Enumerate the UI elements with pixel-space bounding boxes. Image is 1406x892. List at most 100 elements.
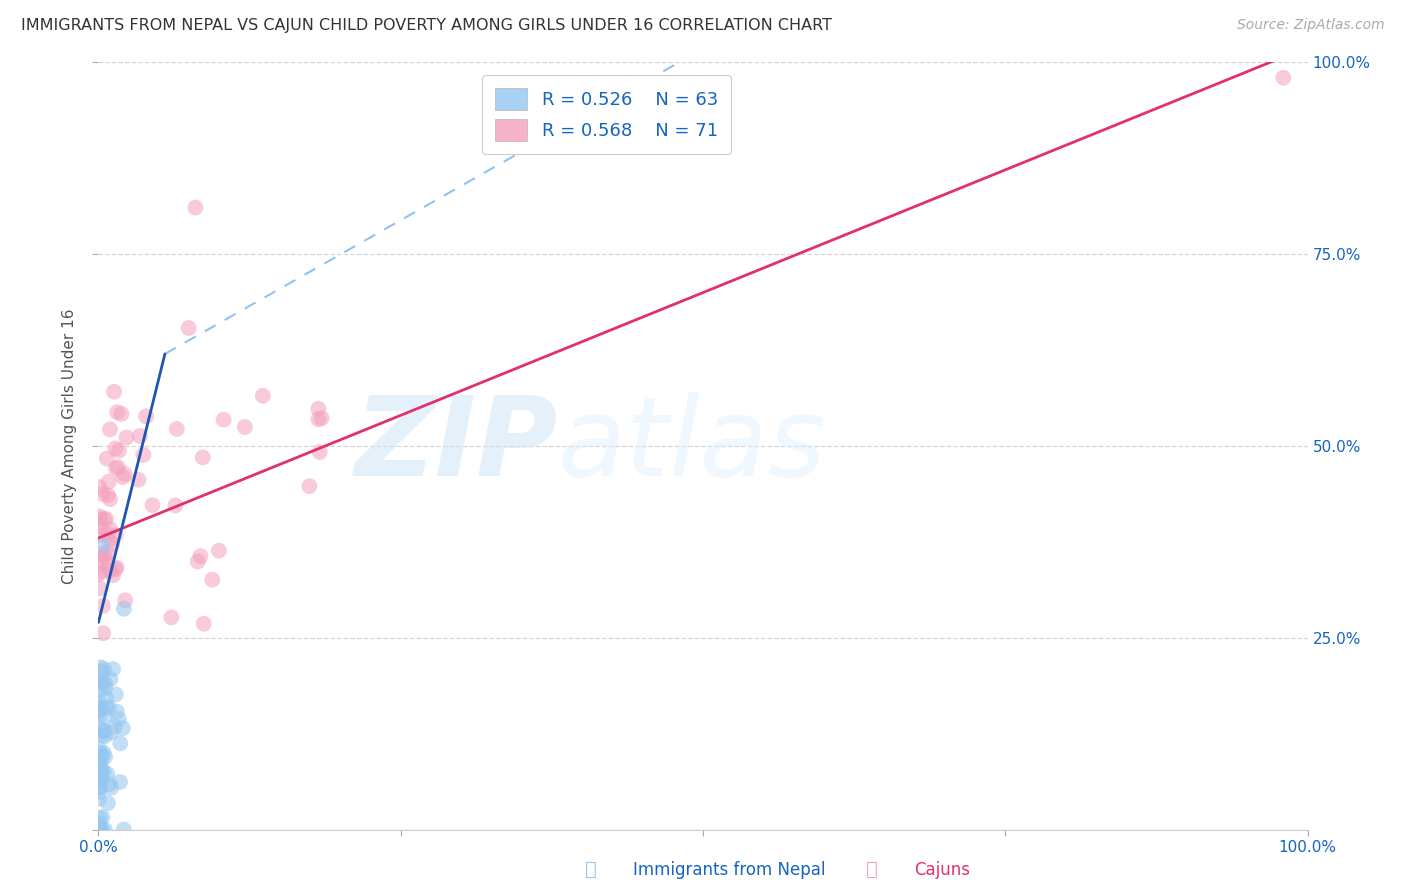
Point [96,546,118,560]
Point [96,451,118,466]
Point [108,443,131,458]
Text: Cajuns: Cajuns [914,861,970,879]
Point [94,512,117,526]
Point [193,616,215,631]
Point [93,723,115,738]
Point [104,442,127,456]
Point [89,773,111,788]
Point [89,565,111,579]
Point [141,498,163,512]
Point [87,822,110,837]
Point [101,568,124,582]
Point [93,746,115,760]
Point [91,538,114,552]
Point [110,736,132,750]
Point [105,705,128,719]
Point [112,822,135,837]
Text: Source: ZipAtlas.com: Source: ZipAtlas.com [1237,18,1385,32]
Text: ⬜: ⬜ [866,860,877,880]
Point [91,549,114,563]
Point [105,461,128,475]
Point [94,549,117,564]
Point [89,708,111,723]
Point [100,780,122,795]
Text: IMMIGRANTS FROM NEPAL VS CAJUN CHILD POVERTY AMONG GIRLS UNDER 16 CORRELATION CH: IMMIGRANTS FROM NEPAL VS CAJUN CHILD POV… [21,18,832,33]
Point [89,755,111,769]
Point [89,512,111,526]
Point [93,764,115,779]
Point [98,522,121,536]
Point [184,201,207,215]
Point [98,492,121,507]
Point [90,665,112,679]
Point [107,712,129,726]
Point [94,681,117,696]
Point [90,700,112,714]
Point [91,674,114,689]
Point [308,412,330,426]
Point [166,422,188,436]
Point [208,543,231,558]
Point [87,817,110,831]
Y-axis label: Child Poverty Among Girls Under 16: Child Poverty Among Girls Under 16 [62,309,77,583]
Point [94,749,117,764]
Point [98,701,121,715]
Point [132,448,155,462]
Point [107,460,129,475]
Point [104,688,127,702]
Point [89,528,111,542]
Point [89,509,111,524]
Text: ⬜: ⬜ [585,860,596,880]
Point [1272,70,1295,85]
Point [98,422,121,436]
Point [191,450,214,465]
Point [212,413,235,427]
Point [89,703,111,717]
Point [90,756,112,771]
Point [89,673,111,688]
Point [311,411,333,425]
Point [115,430,138,444]
Point [100,725,122,739]
Point [201,573,224,587]
Point [89,558,111,573]
Point [96,691,118,706]
Point [94,709,117,723]
Text: Immigrants from Nepal: Immigrants from Nepal [633,861,825,879]
Point [233,420,256,434]
Point [104,720,127,734]
Point [93,662,115,676]
Point [97,533,120,548]
Point [129,429,152,443]
Point [105,560,128,574]
Text: ZIP: ZIP [354,392,558,500]
Point [96,700,118,714]
Point [135,409,157,424]
Point [307,401,329,416]
Point [91,810,114,824]
Point [87,704,110,718]
Point [97,557,120,571]
Point [104,528,127,542]
Point [252,389,274,403]
Legend: R = 0.526    N = 63, R = 0.568    N = 71: R = 0.526 N = 63, R = 0.568 N = 71 [482,75,731,153]
Point [89,702,111,716]
Point [114,467,136,482]
Point [89,811,111,825]
Point [90,660,112,674]
Point [114,593,136,607]
Point [111,721,134,735]
Point [90,729,112,743]
Point [97,475,120,489]
Point [165,499,187,513]
Point [90,772,112,787]
Point [89,780,111,794]
Point [89,822,111,837]
Point [104,562,127,576]
Text: atlas: atlas [558,392,827,500]
Point [87,792,110,806]
Point [98,777,121,791]
Point [96,526,118,541]
Point [177,321,200,335]
Point [308,445,330,459]
